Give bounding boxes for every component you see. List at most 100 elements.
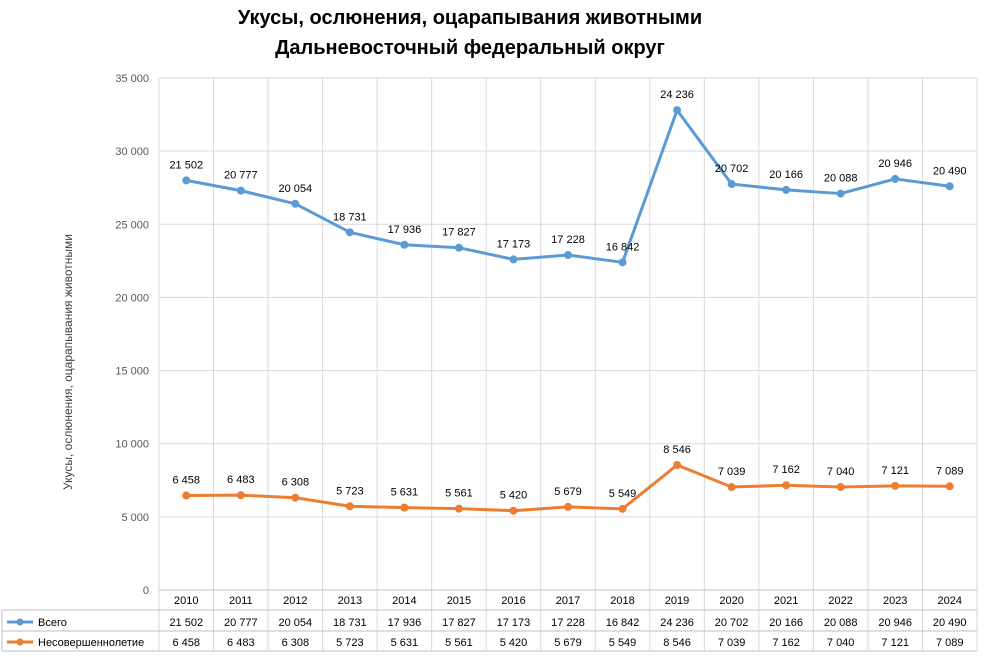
data-point-1	[836, 189, 845, 198]
data-label-1: 17 173	[497, 238, 531, 250]
data-point-1	[345, 228, 354, 237]
table-cell-2: 6 308	[282, 637, 310, 649]
data-label-1: 24 236	[660, 89, 694, 101]
data-point-2	[945, 482, 954, 491]
x-tick-label: 2012	[283, 595, 307, 607]
data-point-1	[236, 186, 245, 195]
data-point-2	[836, 483, 845, 492]
x-tick-label: 2010	[174, 595, 198, 607]
table-cell-1: 18 731	[333, 617, 367, 629]
chart-subtitle: Дальневосточный федеральный округ	[275, 37, 665, 59]
y-tick-label: 20 000	[115, 292, 149, 304]
data-label-2: 7 162	[772, 464, 800, 476]
table-cell-2: 6 458	[173, 637, 201, 649]
table-cell-1: 16 842	[606, 617, 640, 629]
x-tick-label: 2013	[338, 595, 362, 607]
x-tick-label: 2021	[774, 595, 798, 607]
data-point-2	[400, 503, 409, 512]
table-cell-1: 17 936	[388, 617, 422, 629]
data-point-2	[291, 493, 300, 502]
data-point-1	[509, 255, 518, 264]
data-point-1	[291, 199, 300, 208]
legend-label-1: Всего	[38, 617, 67, 629]
data-label-1: 20 777	[224, 170, 258, 182]
data-label-1: 21 502	[169, 159, 203, 171]
x-tick-label: 2015	[447, 595, 471, 607]
data-point-2	[236, 491, 245, 500]
table-cell-1: 20 088	[824, 617, 858, 629]
x-tick-label: 2014	[392, 595, 416, 607]
x-tick-label: 2022	[828, 595, 852, 607]
table-cell-2: 7 162	[772, 637, 800, 649]
data-point-2	[673, 460, 682, 469]
x-tick-label: 2019	[665, 595, 689, 607]
y-tick-label: 25 000	[115, 219, 149, 231]
x-tick-label: 2011	[229, 595, 253, 607]
data-label-2: 8 546	[663, 444, 691, 456]
data-point-1	[782, 185, 791, 194]
data-label-1: 20 946	[878, 158, 912, 170]
data-point-2	[564, 502, 572, 511]
data-label-1: 20 702	[715, 163, 749, 175]
data-point-2	[782, 481, 791, 490]
data-label-2: 5 679	[554, 486, 582, 498]
data-label-2: 5 561	[445, 488, 473, 500]
table-cell-1: 20 054	[279, 617, 313, 629]
table-cell-2: 7 039	[718, 637, 746, 649]
table-cell-2: 7 121	[881, 637, 909, 649]
data-point-2	[618, 504, 627, 513]
table-cell-1: 17 228	[551, 617, 585, 629]
data-label-2: 5 549	[609, 488, 637, 500]
data-label-2: 5 631	[391, 487, 419, 499]
table-cell-2: 5 679	[554, 637, 582, 649]
y-tick-label: 30 000	[115, 146, 149, 158]
table-cell-1: 20 777	[224, 617, 258, 629]
data-point-1	[400, 240, 409, 249]
data-label-2: 7 089	[936, 465, 964, 477]
y-tick-label: 5 000	[121, 512, 149, 524]
table-cell-2: 5 631	[391, 637, 419, 649]
data-point-2	[345, 502, 354, 511]
data-label-2: 6 458	[173, 475, 201, 487]
table-cell-1: 20 702	[715, 617, 749, 629]
table-cell-2: 7 089	[936, 637, 964, 649]
data-point-1	[454, 243, 463, 252]
data-label-2: 6 483	[227, 474, 255, 486]
data-point-1	[727, 180, 736, 189]
x-tick-label: 2016	[501, 595, 525, 607]
data-point-1	[618, 258, 627, 267]
table-cell-2: 5 549	[609, 637, 637, 649]
data-label-2: 7 040	[827, 466, 855, 478]
table-cell-2: 6 483	[227, 637, 255, 649]
data-point-2	[182, 491, 191, 500]
table-cell-2: 7 040	[827, 637, 855, 649]
table-cell-1: 20 490	[933, 617, 967, 629]
data-point-1	[564, 251, 572, 260]
x-tick-label: 2017	[556, 595, 580, 607]
table-cell-2: 8 546	[663, 637, 691, 649]
data-label-1: 16 842	[606, 241, 640, 253]
x-tick-label: 2023	[883, 595, 907, 607]
data-point-2	[509, 506, 518, 515]
data-point-2	[727, 483, 736, 492]
data-label-1: 20 166	[769, 169, 803, 181]
legend-key-marker-2	[16, 638, 24, 646]
data-label-2: 7 039	[718, 466, 746, 478]
data-label-2: 6 308	[282, 477, 310, 489]
y-tick-label: 0	[143, 585, 149, 597]
legend-key-marker-1	[16, 618, 24, 626]
data-label-1: 20 088	[824, 173, 858, 185]
table-cell-1: 24 236	[660, 617, 694, 629]
x-tick-label: 2018	[610, 595, 634, 607]
chart-title: Укусы, ослюнения, оцарапывания животными	[237, 7, 703, 29]
x-tick-label: 2024	[937, 595, 961, 607]
x-tick-label: 2020	[719, 595, 743, 607]
table-cell-1: 20 946	[878, 617, 912, 629]
data-point-1	[673, 106, 682, 115]
y-tick-label: 10 000	[115, 439, 149, 451]
data-label-1: 18 731	[333, 211, 367, 223]
data-label-1: 17 936	[388, 224, 422, 236]
data-label-2: 5 420	[500, 490, 528, 502]
data-label-1: 17 827	[442, 227, 476, 239]
